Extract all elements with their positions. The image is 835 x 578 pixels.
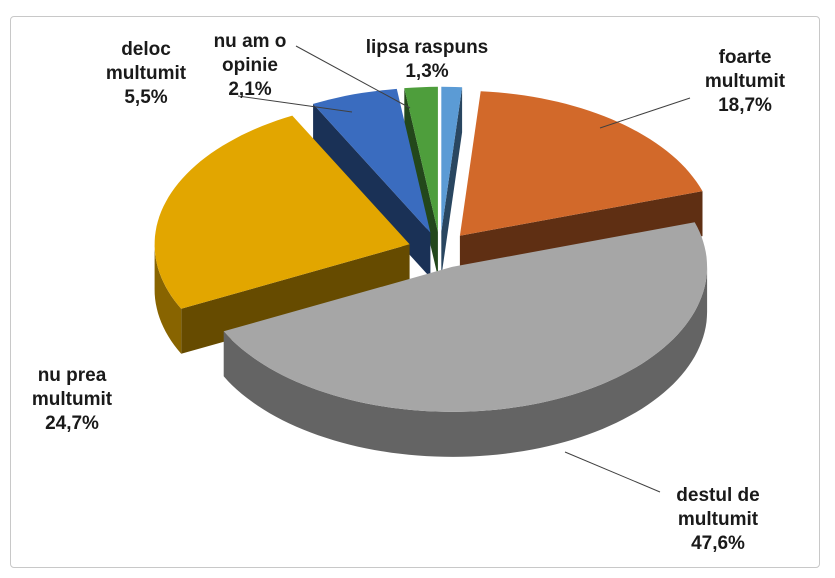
slice [441,86,463,277]
slice [459,91,703,236]
value-label: 5,5% [124,87,168,108]
data-label: foarte multumit 18,7% [690,46,800,118]
slice [313,88,431,278]
data-label: lipsa raspuns 1,3% [352,36,502,84]
category-label: foarte multumit [704,47,786,92]
leader-line [564,451,661,493]
leader-line [237,95,353,113]
slice-wall [223,266,708,457]
slice [223,222,708,412]
data-label: deloc multumit 5,5% [96,38,196,110]
slice-wall [154,244,182,354]
category-label: destul de multumit [676,485,760,530]
data-label: nu prea multumit 24,7% [17,364,127,436]
slice [441,86,463,232]
value-label: 18,7% [718,95,772,116]
slice [223,222,708,457]
slice-side [441,87,463,277]
category-label: lipsa raspuns [365,37,489,58]
data-label: nu am o opinie 2,1% [210,30,290,102]
category-label: nu prea multumit [31,365,113,410]
slice-side [181,244,410,354]
slice [404,86,438,232]
leader-line [295,45,411,109]
value-label: 2,1% [228,79,272,100]
category-label: nu am o opinie [213,31,287,76]
value-label: 1,3% [405,61,449,82]
value-label: 47,6% [691,533,745,554]
category-label: deloc multumit [105,39,187,84]
leader-line [599,97,691,129]
slice-side [313,103,431,278]
value-label: 24,7% [45,413,99,434]
slice [154,115,410,354]
slice [154,115,410,309]
chart-frame [10,16,820,568]
data-label: destul de multumit 47,6% [663,484,773,556]
slice [313,88,431,233]
